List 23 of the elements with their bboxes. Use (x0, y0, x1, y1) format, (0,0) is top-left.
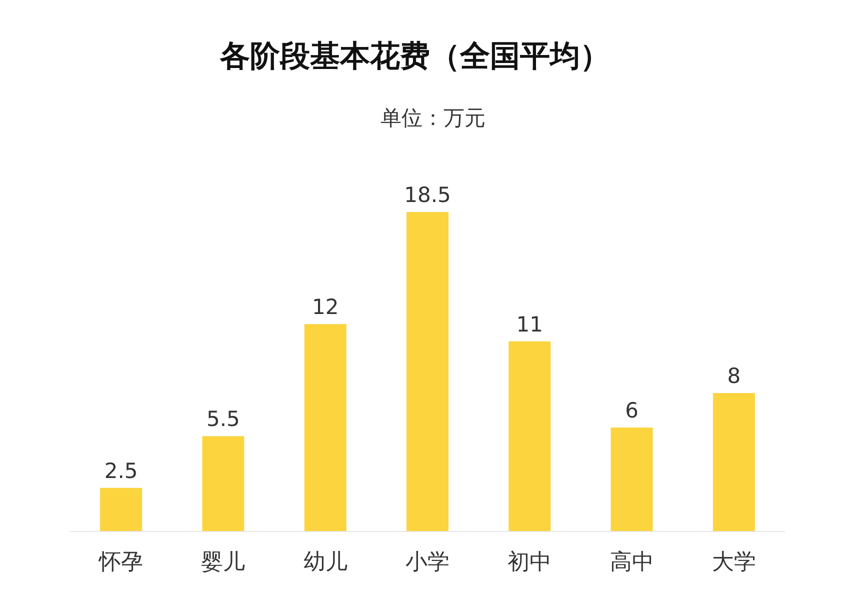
x-tick-label: 小学 (406, 550, 450, 575)
x-tick-label: 幼儿 (303, 550, 348, 575)
x-tick-label: 婴儿 (201, 550, 246, 575)
chart-subtitle: 单位：万元 (380, 106, 486, 130)
bar (100, 488, 142, 531)
bar (508, 341, 551, 531)
data-label: 8 (727, 364, 741, 388)
data-label: 2.5 (104, 458, 138, 483)
bar (712, 393, 755, 531)
bar (304, 324, 346, 531)
data-label: 6 (625, 398, 638, 423)
x-tick-label: 高中 (610, 550, 654, 575)
bar (202, 436, 244, 531)
bar (610, 428, 653, 531)
data-label: 18.5 (404, 183, 451, 207)
data-label: 12 (312, 295, 339, 320)
chart-title: 各阶段基本花费（全国平均） (219, 39, 610, 74)
x-tick-label: 怀孕 (98, 550, 144, 575)
bar (406, 212, 448, 531)
data-label: 5.5 (206, 407, 240, 432)
data-label: 11 (516, 312, 544, 336)
x-tick-label: 大学 (712, 550, 756, 575)
x-tick-label: 初中 (508, 550, 552, 575)
